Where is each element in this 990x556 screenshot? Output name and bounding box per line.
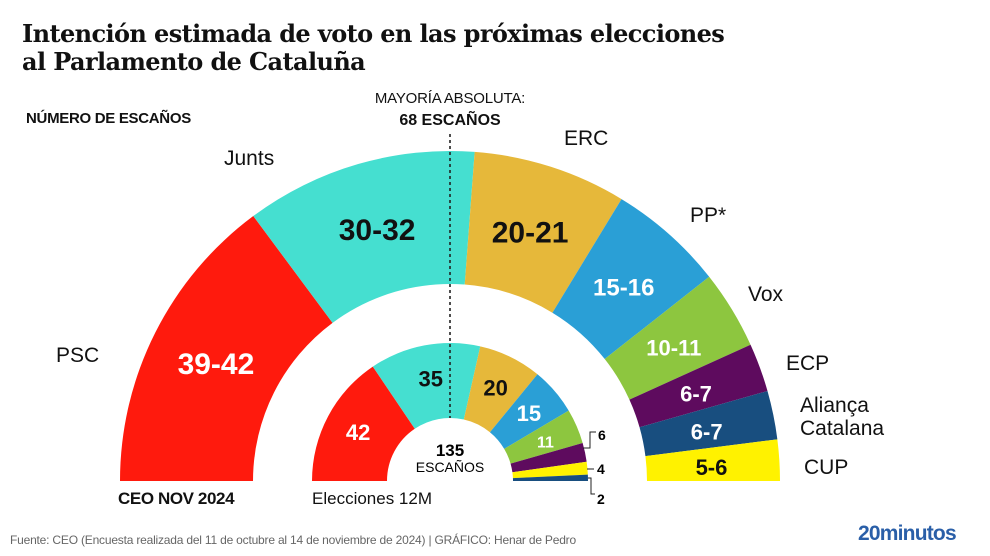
outer-segment-psc — [120, 216, 333, 481]
inner-value-label-junts: 35 — [419, 367, 443, 392]
total-seats-number: 135 — [436, 441, 464, 460]
title-line-1: Intención estimada de voto en las próxim… — [22, 19, 725, 48]
party-label-erc: ERC — [564, 127, 609, 150]
inner-value-label-pp: 15 — [517, 401, 541, 426]
inner-value-label-vox: 11 — [537, 435, 554, 452]
outer-caption: CEO NOV 2024 — [118, 489, 235, 508]
majority-value: 68 ESCAÑOS — [399, 112, 501, 129]
inner-value-label-ecp: 6 — [598, 427, 606, 443]
subtitle: NÚMERO DE ESCAÑOS — [26, 110, 191, 127]
party-label-cup: CUP — [804, 456, 849, 479]
outer-value-label-erc: 20-21 — [492, 216, 569, 249]
brand-logo: 20minutos — [858, 522, 957, 545]
party-label-alianca: Aliança — [800, 394, 869, 417]
party-label-ecp: ECP — [786, 352, 830, 375]
total-seats-label: ESCAÑOS — [416, 459, 484, 475]
inner-value-label-alian-a-catalana: 2 — [597, 491, 605, 507]
source-footer: Fuente: CEO (Encuesta realizada del 11 d… — [10, 533, 576, 547]
outer-value-label-psc: 39-42 — [178, 348, 255, 381]
outer-value-label-vox: 10-11 — [646, 336, 701, 361]
inner-value-label-erc: 20 — [483, 375, 507, 400]
outer-value-label-alian-a-catalana: 6-7 — [691, 419, 723, 444]
party-label-vox: Vox — [748, 283, 784, 306]
title-line-2: al Parlamento de Cataluña — [22, 47, 366, 76]
party-label-catalana: Catalana — [800, 417, 885, 440]
inner-segment-ecp — [510, 442, 587, 473]
outer-value-label-pp: 15-16 — [593, 275, 654, 302]
party-label-pp: PP* — [690, 204, 727, 227]
inner-segment-vox — [504, 410, 583, 464]
outer-value-label-cup: 5-6 — [696, 455, 728, 480]
inner-segment-junts — [372, 343, 481, 429]
inner-caption: Elecciones 12M — [312, 489, 433, 508]
chart-title: Intención estimada de voto en las próxim… — [22, 19, 725, 76]
outer-segment-alian-a-catalana — [639, 391, 778, 457]
inner-value-label-cup: 4 — [597, 461, 605, 477]
majority-label: MAYORÍA ABSOLUTA: — [374, 90, 526, 107]
outer-segment-pp — [552, 199, 710, 360]
outer-segment-junts — [253, 151, 475, 323]
inner-segment-erc — [463, 346, 538, 433]
outer-segment-ecp — [629, 344, 768, 428]
outer-segment-erc — [464, 151, 622, 313]
inner-segment-alian-a-catalana — [512, 474, 588, 481]
inner-segment-cup — [512, 461, 588, 479]
outer-segment-vox — [604, 276, 751, 400]
party-label-psc: PSC — [56, 344, 100, 367]
callout-line-alian-a-catalana — [588, 477, 595, 495]
inner-segment-pp — [489, 374, 569, 449]
outer-value-label-ecp: 6-7 — [680, 382, 712, 407]
outer-value-label-junts: 30-32 — [339, 214, 416, 247]
outer-segment-cup — [645, 439, 780, 481]
inner-segment-psc — [312, 366, 415, 481]
party-label-junts: Junts — [224, 147, 275, 170]
inner-value-label-psc: 42 — [346, 420, 370, 445]
callout-line-ecp — [583, 431, 596, 449]
